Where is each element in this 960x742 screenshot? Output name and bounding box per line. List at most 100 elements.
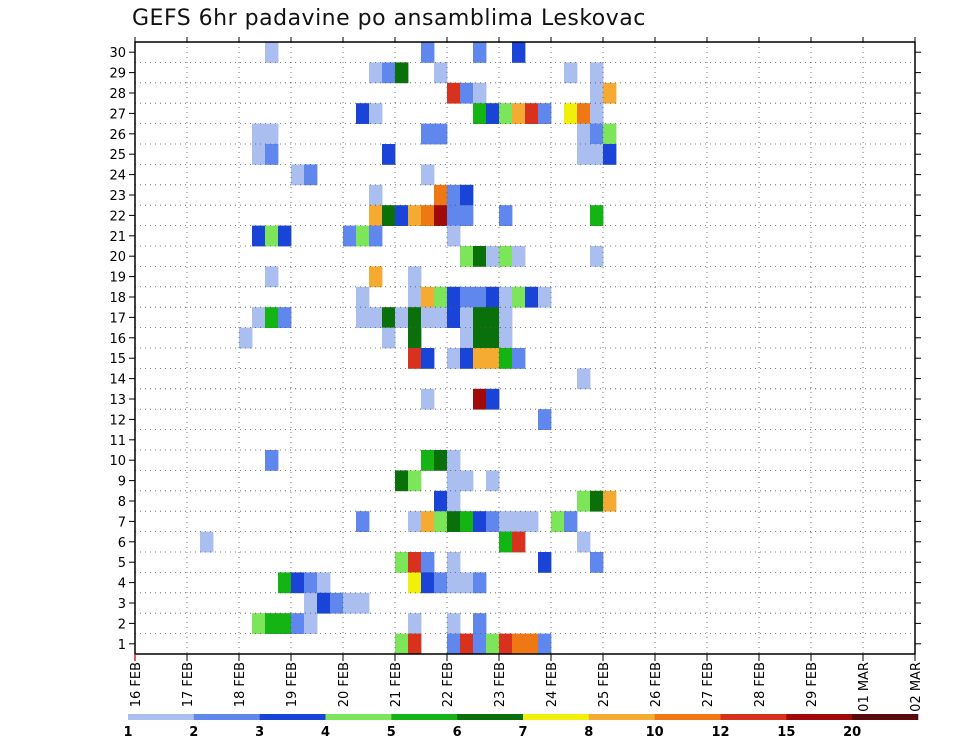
heatmap-cell (421, 511, 435, 532)
heatmap-cell (499, 531, 513, 553)
heatmap-cell (486, 286, 500, 308)
heatmap-cell (382, 205, 396, 226)
heatmap-cell (590, 205, 604, 226)
heatmap-cell (525, 633, 539, 655)
heatmap-cell (421, 572, 435, 594)
heatmap-cell (265, 450, 279, 471)
heatmap-cell (538, 633, 552, 655)
legend-threshold-label: 10 (646, 725, 664, 740)
heatmap-cell (551, 511, 565, 532)
heatmap-cell (460, 511, 474, 532)
heatmap-cell (252, 307, 266, 328)
heatmap-cell (304, 572, 318, 594)
heatmap-cell (590, 490, 604, 512)
heatmap-cell (590, 552, 604, 573)
legend-color-swatch (325, 714, 392, 720)
heatmap-cell (395, 205, 409, 226)
y-tick-label: 27 (109, 107, 126, 122)
heatmap-cell (486, 307, 500, 328)
heatmap-cell (473, 327, 487, 349)
heatmap-cell (408, 327, 422, 349)
heatmap-cell (382, 62, 396, 84)
heatmap-cell (486, 511, 500, 532)
heatmap-cell (408, 633, 422, 655)
heatmap-cell (538, 552, 552, 573)
heatmap-cell (473, 348, 487, 369)
legend-color-swatch (720, 714, 787, 720)
legend-color-swatch (852, 714, 919, 720)
heatmap-cell (564, 511, 578, 532)
legend-color-swatch (259, 714, 326, 720)
heatmap-cell (395, 470, 409, 492)
x-tick-label: 18 FEB (233, 662, 248, 707)
heatmap-cell (278, 225, 292, 247)
heatmap-cell (447, 184, 461, 206)
heatmap-cell (499, 246, 513, 267)
heatmap-cell (460, 633, 474, 655)
heatmap-cell (525, 103, 539, 124)
y-tick-label: 25 (109, 148, 126, 163)
heatmap-cell (447, 490, 461, 512)
x-tick-label: 19 FEB (285, 662, 300, 707)
legend-threshold-label: 1 (123, 725, 132, 740)
x-tick-label: 23 FEB (493, 662, 508, 707)
y-tick-label: 17 (109, 311, 126, 326)
heatmap-cell (278, 307, 292, 328)
heatmap-cell (408, 613, 422, 634)
heatmap-cell (460, 246, 474, 267)
heatmap-cell (603, 490, 617, 512)
x-tick-label: 25 FEB (597, 662, 612, 707)
heatmap-cell (486, 246, 500, 267)
y-tick-label: 8 (118, 495, 126, 510)
y-tick-label: 11 (109, 434, 126, 449)
heatmap-cell (278, 572, 292, 594)
heatmap-cell (252, 144, 266, 165)
heatmap-cell (434, 450, 448, 471)
heatmap-cell (304, 613, 318, 634)
heatmap-cell (265, 613, 279, 634)
heatmap-cell (408, 205, 422, 226)
legend-threshold-label: 4 (321, 725, 330, 740)
heatmap-cell (343, 225, 357, 247)
heatmap-cell (460, 286, 474, 308)
heatmap-cell (486, 633, 500, 655)
heatmap-cell (421, 552, 435, 573)
y-tick-label: 24 (109, 169, 126, 184)
heatmap-cell (408, 307, 422, 328)
heatmap-cell (460, 327, 474, 349)
x-tick-label: 28 FEB (753, 662, 768, 707)
y-tick-label: 5 (118, 556, 126, 571)
heatmap-cell (317, 592, 331, 614)
heatmap-cell (408, 572, 422, 594)
heatmap-cell (356, 286, 370, 308)
heatmap-cell (421, 205, 435, 226)
heatmap-cell (499, 103, 513, 124)
heatmap-cell (447, 348, 461, 369)
heatmap-cell (421, 164, 435, 186)
legend-color-swatch (588, 714, 655, 720)
heatmap-cell (421, 450, 435, 471)
heatmap-cell (447, 205, 461, 226)
heatmap-cell (447, 82, 461, 104)
heatmap-cell (447, 613, 461, 634)
heatmap-cell (434, 511, 448, 532)
heatmap-cell (369, 103, 383, 124)
y-tick-label: 9 (118, 475, 126, 490)
heatmap-cell (590, 103, 604, 124)
heatmap-cell (382, 144, 396, 165)
legend-color-swatch (457, 714, 524, 720)
heatmap-cell (525, 511, 539, 532)
legend-threshold-label: 7 (518, 725, 527, 740)
heatmap-cell (486, 103, 500, 124)
y-tick-label: 19 (109, 271, 126, 286)
heatmap-cell (330, 592, 344, 614)
heatmap-cell (434, 205, 448, 226)
heatmap-cell (473, 246, 487, 267)
heatmap-cell (408, 470, 422, 492)
legend-color-swatch (786, 714, 853, 720)
heatmap-cell (577, 144, 591, 165)
y-tick-label: 2 (118, 617, 126, 632)
heatmap-cell (564, 103, 578, 124)
heatmap-cell (499, 307, 513, 328)
heatmap-cell (408, 286, 422, 308)
